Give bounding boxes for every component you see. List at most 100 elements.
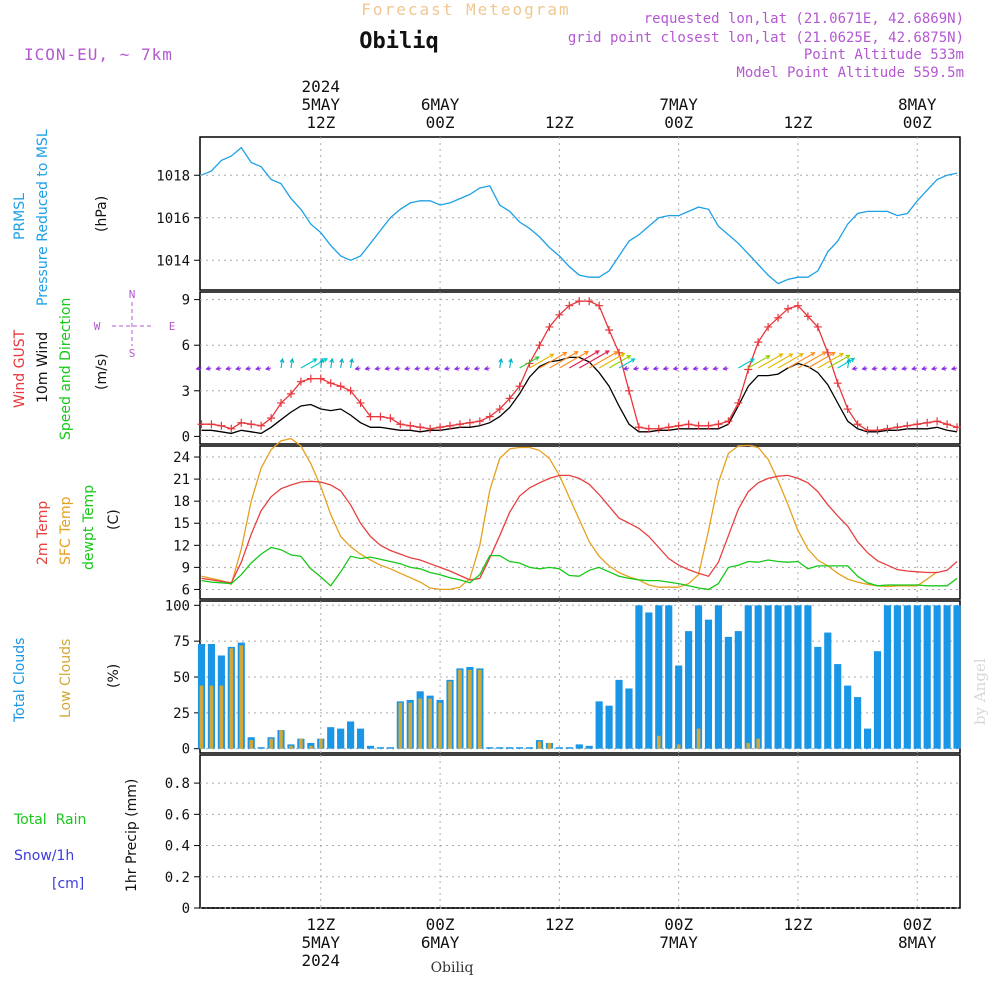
wind-direction-arrow bbox=[453, 366, 461, 371]
gust-marker bbox=[406, 421, 415, 430]
wind-direction-arrow bbox=[598, 352, 626, 369]
gust-marker bbox=[446, 421, 455, 430]
top-time-label: 12Z bbox=[306, 113, 335, 132]
gust-marker bbox=[396, 420, 405, 429]
wind-direction-arrow bbox=[195, 366, 202, 371]
top-time-label: 00Z bbox=[426, 113, 455, 132]
gust-marker bbox=[744, 365, 753, 374]
bottom-time-label: 12Z bbox=[545, 915, 574, 934]
gust-marker bbox=[843, 405, 852, 414]
pressure-frame bbox=[199, 136, 961, 291]
precip-unit-label: 1hr Precip (mm) bbox=[124, 779, 140, 892]
total-cloud-bar bbox=[366, 745, 375, 749]
gust-marker bbox=[933, 417, 942, 426]
gust-marker bbox=[764, 322, 773, 331]
gust-marker bbox=[624, 386, 633, 395]
top-time-label: 12Z bbox=[784, 113, 813, 132]
wind-direction-arrow bbox=[837, 357, 856, 369]
low-cloud-bar bbox=[656, 735, 661, 749]
total-cloud-bar bbox=[585, 745, 593, 749]
wind-speed-dir-label: Speed and Direction bbox=[58, 298, 74, 440]
compass-south: S bbox=[129, 347, 136, 360]
t2m-line bbox=[201, 474, 958, 584]
wind-direction-arrow bbox=[921, 366, 928, 371]
total-cloud-bar bbox=[764, 605, 772, 749]
pressure-msl-label: Pressure Reduced to MSL bbox=[35, 129, 51, 306]
wind-direction-arrow bbox=[846, 357, 851, 369]
wind-direction-arrow bbox=[652, 366, 659, 371]
gust-marker bbox=[207, 420, 216, 429]
low-cloud-bar bbox=[428, 698, 432, 749]
dewpt-line bbox=[201, 546, 958, 591]
precip-tick-label: 0 bbox=[182, 901, 190, 917]
gust-marker bbox=[704, 421, 713, 430]
wind-direction-arrow bbox=[245, 366, 252, 371]
gust-marker bbox=[853, 420, 862, 429]
gust-marker bbox=[436, 423, 445, 432]
wind-direction-arrow bbox=[349, 357, 354, 369]
compass-north: N bbox=[129, 288, 136, 301]
top-time-label: 7MAY bbox=[659, 95, 698, 114]
wind-direction-arrow bbox=[738, 358, 755, 369]
wind-direction-arrow bbox=[433, 366, 441, 371]
temp-panel-labels: 2m Temp SFC Temp dewpt Temp (C) bbox=[35, 485, 122, 570]
wind-direction-arrow bbox=[747, 355, 771, 369]
wind-direction-arrow bbox=[463, 366, 471, 371]
total-cloud-bar bbox=[863, 728, 872, 749]
precip-frame bbox=[199, 754, 961, 909]
wind-direction-arrow bbox=[622, 366, 630, 371]
gust-marker bbox=[684, 420, 693, 429]
wind-direction-arrow bbox=[508, 357, 514, 369]
total-cloud-bar bbox=[337, 728, 345, 749]
total-clouds-label: Total Clouds bbox=[12, 638, 28, 723]
low-cloud-bar bbox=[398, 702, 403, 749]
clouds-tick-label: 50 bbox=[173, 670, 190, 686]
gust-marker bbox=[495, 405, 504, 414]
gust-marker bbox=[634, 423, 643, 432]
top-time-label: 12Z bbox=[545, 113, 574, 132]
gust-marker bbox=[734, 398, 743, 407]
wind-direction-arrow bbox=[279, 357, 285, 369]
wind-direction-arrow bbox=[861, 366, 868, 371]
t2m-label: 2m Temp bbox=[35, 501, 51, 565]
low-cloud-bar bbox=[249, 740, 253, 749]
total-cloud-bar bbox=[754, 605, 762, 749]
clouds-unit-label: (%) bbox=[106, 664, 122, 688]
wind-direction-arrow bbox=[374, 366, 381, 371]
gust-marker bbox=[873, 426, 882, 435]
model-name: ICON-EU, ~ 7km bbox=[24, 45, 173, 64]
total-cloud-bar bbox=[883, 605, 892, 749]
total-cloud-bar bbox=[555, 747, 563, 749]
pressure-tick-label: 1014 bbox=[156, 253, 190, 269]
low-cloud-bar bbox=[299, 738, 303, 749]
sfc-temp-label: SFC Temp bbox=[58, 496, 74, 565]
bottom-time-label: 12Z bbox=[306, 915, 335, 934]
precip-panel-labels: Total Rain Snow/1h [cm] 1hr Precip (mm) bbox=[13, 779, 140, 892]
low-cloud-bar bbox=[696, 728, 701, 749]
point-altitude: Point Altitude 533m bbox=[804, 47, 964, 63]
low-cloud-bar bbox=[547, 742, 552, 749]
total-cloud-bar bbox=[575, 744, 583, 749]
wind-direction-arrow bbox=[319, 357, 325, 369]
total-rain-label: Total Rain bbox=[13, 812, 86, 828]
pressure-unit-label: (hPa) bbox=[94, 196, 110, 232]
total-cloud-bar bbox=[625, 688, 633, 749]
wind-direction-arrow bbox=[950, 366, 958, 371]
total-cloud-bar bbox=[903, 605, 911, 749]
requested-coords: requested lon,lat (21.0671E, 42.6869N) bbox=[644, 11, 964, 27]
wind-direction-arrow bbox=[881, 366, 888, 371]
gust-marker bbox=[485, 412, 494, 421]
low-cloud-bar bbox=[746, 742, 751, 749]
gust-marker bbox=[326, 379, 335, 388]
clouds-tick-label: 100 bbox=[165, 598, 190, 614]
wind-direction-arrow bbox=[394, 366, 401, 371]
plot-layer: 1014101610180369691215182124025507510000… bbox=[156, 77, 962, 970]
gust-marker bbox=[336, 382, 345, 391]
wind-direction-arrow bbox=[787, 352, 816, 369]
total-cloud-bar bbox=[376, 747, 385, 749]
bottom-time-label: 7MAY bbox=[659, 933, 698, 952]
clouds-tick-label: 25 bbox=[173, 706, 190, 722]
wind-direction-arrow bbox=[712, 366, 719, 371]
wind-10m-label: 10m Wind bbox=[35, 332, 51, 403]
